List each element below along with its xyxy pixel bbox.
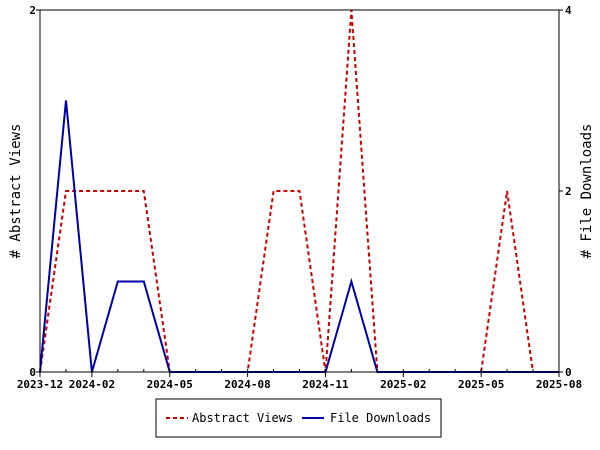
series-line-abstract-views xyxy=(39,9,559,373)
legend-label-file-downloads: File Downloads xyxy=(330,411,431,425)
legend-box xyxy=(155,398,442,438)
x-tick-label: 2024-05 xyxy=(147,378,193,391)
right-y-tick-label: 0 xyxy=(565,366,572,379)
x-tick-label: 2025-05 xyxy=(458,378,504,391)
legend-label-abstract-views: Abstract Views xyxy=(192,411,293,425)
right-y-tick-label: 4 xyxy=(565,4,572,17)
legend: Abstract Views File Downloads xyxy=(155,398,442,438)
axis-layer: 2023-12 2024-02 2024-05 2024-08 2024-11 2025-… xyxy=(17,4,582,391)
x-tick-label: 2025-02 xyxy=(380,378,426,391)
x-tick-label: 2024-08 xyxy=(224,378,270,391)
x-tick-label: 2024-11 xyxy=(302,378,349,391)
x-tick-label: 2024-02 xyxy=(69,378,115,391)
x-tick-label: 2025-08 xyxy=(536,378,582,391)
left-y-tick-label: 2 xyxy=(29,4,36,17)
x-tick-label: 2023-12 xyxy=(17,378,63,391)
right-y-tick-label: 2 xyxy=(565,185,572,198)
left-axis-title: # Abstract Views xyxy=(8,124,24,259)
right-axis-title: # File Downloads xyxy=(579,124,595,259)
left-y-tick-label: 0 xyxy=(29,366,36,379)
